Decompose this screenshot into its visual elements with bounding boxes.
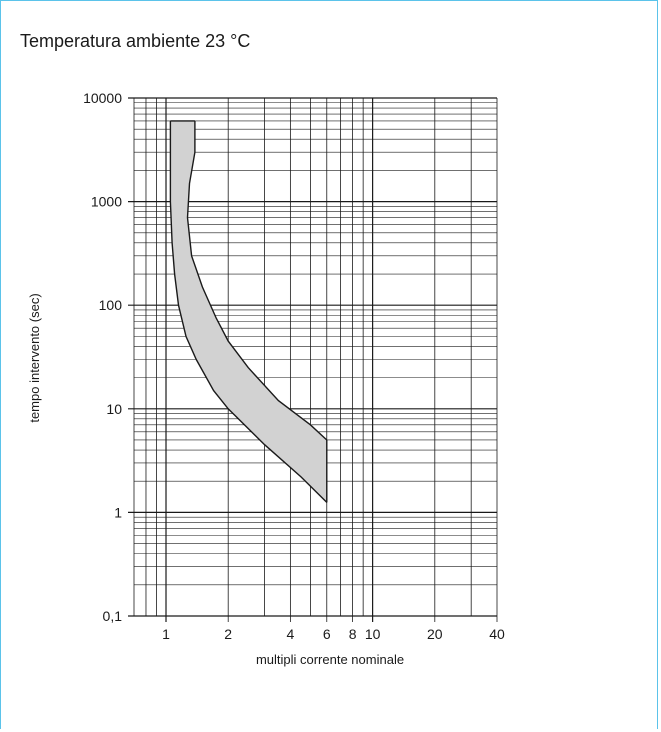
y-tick-label: 100 <box>99 297 123 313</box>
band <box>169 120 328 503</box>
lower-curve <box>169 121 328 503</box>
x-tick-label: 20 <box>427 626 443 642</box>
y-tick-label: 0,1 <box>103 608 123 624</box>
x-tick-label: 4 <box>286 626 294 642</box>
y-tick-label: 10000 <box>83 90 122 106</box>
x-tick-label: 10 <box>365 626 381 642</box>
trip-band-fill <box>170 121 327 503</box>
y-axis-label: tempo intervento (sec) <box>27 293 42 422</box>
x-tick-label: 8 <box>349 626 357 642</box>
x-tick-label: 6 <box>323 626 331 642</box>
x-tick-label: 2 <box>224 626 232 642</box>
x-tick-label: 1 <box>162 626 170 642</box>
grid <box>128 97 498 622</box>
tick-labels: 1 2 4 6 8 10 20 40 10000 1000 100 10 1 0,1 <box>83 90 505 642</box>
upper-curve <box>186 121 328 441</box>
y-tick-label: 10 <box>106 401 122 417</box>
y-tick-label: 1 <box>114 504 122 520</box>
x-tick-label: 40 <box>489 626 505 642</box>
y-tick-label: 1000 <box>91 194 122 210</box>
chart-title: Temperatura ambiente 23 °C <box>20 31 251 51</box>
x-axis-label: multipli corrente nominale <box>256 652 404 667</box>
